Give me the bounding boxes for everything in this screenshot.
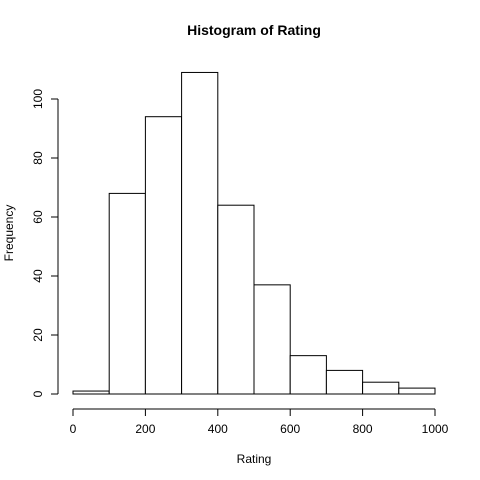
y-axis: 0 20 40 60 80 100 [31,89,59,397]
x-tick-label: 0 [70,422,77,436]
histogram-bar [253,284,291,395]
x-tick-label: 400 [208,422,228,436]
x-tick-label: 1000 [422,422,449,436]
histogram-bar [325,369,364,395]
x-tick-label: 800 [353,422,373,436]
y-tick-label: 20 [31,328,45,342]
y-axis-label: Frequency [2,205,16,262]
y-tick-label: 80 [31,151,45,165]
y-tick-label: 60 [31,210,45,224]
y-tick-label: 100 [31,89,45,109]
histogram-bar [181,71,219,395]
histogram-bar [362,381,400,395]
x-axis: 0 200 400 600 800 1000 [70,408,449,436]
histogram-bar [217,204,255,395]
x-axis-label: Rating [237,452,272,466]
chart-title: Histogram of Rating [187,22,321,38]
histogram-bar [72,390,110,395]
bars [72,71,436,395]
y-tick-label: 40 [31,269,45,283]
histogram-bar [289,355,327,395]
histogram-bar [144,116,183,395]
x-tick-label: 200 [135,422,155,436]
x-tick-label: 600 [280,422,300,436]
histogram-bar [108,192,146,395]
y-tick-label: 0 [31,390,45,397]
histogram-bar [398,387,436,395]
